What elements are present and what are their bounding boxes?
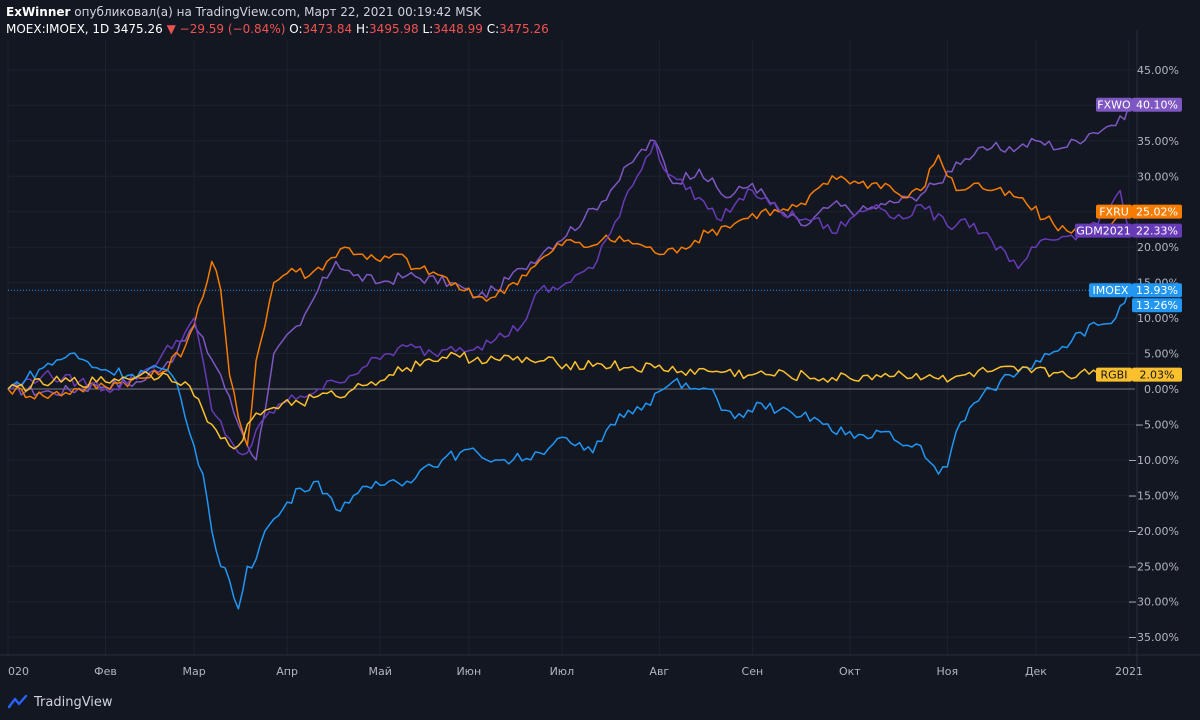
tradingview-brand: TradingView (8, 691, 113, 713)
y-tick-label: 45.00% (1137, 64, 1179, 77)
x-tick-label: Июл (550, 665, 575, 678)
x-tick-label: Окт (839, 665, 861, 678)
y-tick-label: −25.00% (1128, 560, 1179, 573)
x-tick-label: 020 (8, 665, 29, 678)
price-label-name: RGBI (1101, 369, 1128, 382)
close-label: C: (486, 22, 500, 36)
x-tick-label: Сен (742, 665, 764, 678)
change-value: −29.59 (−0.84%) (179, 22, 286, 36)
close-value: 3475.26 (499, 22, 549, 36)
open-label: O: (289, 22, 303, 36)
price-label-value-bg (1132, 223, 1182, 238)
y-tick-label: −20.00% (1128, 525, 1179, 538)
price-label-value-bg (1132, 283, 1182, 298)
low-value: 3448.99 (433, 22, 483, 36)
x-tick-label: Ноя (937, 665, 959, 678)
ohlc-line: MOEX:IMOEX, 1D 3475.26 ▼ −29.59 (−0.84%)… (6, 21, 549, 38)
price-label-value: 25.02% (1136, 206, 1178, 219)
series-line-fxwo[interactable] (7, 104, 1130, 461)
price-label-name: FXRU (1099, 206, 1129, 219)
price-value: 3475.26 (113, 22, 163, 36)
x-tick-label: Авг (649, 665, 669, 678)
open-value: 3473.84 (302, 22, 353, 36)
x-tick-label: 2021 (1115, 665, 1143, 678)
price-label-value: 13.26% (1136, 299, 1178, 312)
y-tick-label: 20.00% (1137, 241, 1179, 254)
chart-header: ExWinner опубликовал(а) на TradingView.c… (6, 4, 549, 38)
series-line-rgbi[interactable] (7, 351, 1130, 450)
price-label-value: 40.10% (1136, 99, 1178, 112)
price-label-name: GDM2021 (1076, 225, 1130, 238)
y-tick-label: −35.00% (1128, 631, 1179, 644)
price-label-name-bg (1075, 223, 1132, 238)
high-value: 3495.98 (369, 22, 419, 36)
y-tick-label: 10.00% (1137, 312, 1179, 325)
publish-line: ExWinner опубликовал(а) на TradingView.c… (6, 4, 549, 21)
y-tick-label: 30.00% (1137, 170, 1179, 183)
author-name[interactable]: ExWinner (6, 5, 71, 19)
price-label-value: 13.93% (1136, 284, 1178, 297)
price-label-name: FXWO (1097, 99, 1131, 112)
price-label-name-bg (1096, 204, 1132, 219)
price-label-name-bg (1096, 367, 1132, 382)
high-label: H: (355, 22, 370, 36)
published-text: опубликовал(а) на TradingView.com, Март … (74, 5, 482, 19)
price-label-name: IMOEX (1093, 284, 1129, 297)
x-tick-label: Фев (94, 665, 117, 678)
down-arrow-icon: ▼ (166, 22, 176, 36)
low-label: L: (422, 22, 434, 36)
y-tick-label: 0.00% (1144, 383, 1179, 396)
price-label-value: 22.33% (1136, 225, 1178, 238)
price-label-name-bg (1089, 283, 1132, 298)
y-tick-label: 35.00% (1137, 135, 1179, 148)
price-label-value-bg (1132, 298, 1182, 313)
symbol-label[interactable]: MOEX:IMOEX, 1D (6, 22, 110, 36)
series-line-gdm2021[interactable] (7, 140, 1130, 456)
x-tick-label: Апр (276, 665, 298, 678)
price-label-value: 2.03% (1140, 369, 1175, 382)
x-tick-label: Июн (456, 665, 481, 678)
tradingview-logo-icon (8, 695, 28, 709)
price-label-value-bg (1132, 97, 1182, 112)
y-tick-label: −30.00% (1128, 596, 1179, 609)
y-tick-label: −5.00% (1135, 418, 1179, 431)
price-label-value-bg (1132, 367, 1182, 382)
x-tick-label: Мар (182, 665, 205, 678)
series-line-fxru[interactable] (7, 154, 1130, 447)
price-label-value-bg (1132, 204, 1182, 219)
x-tick-label: Дек (1025, 665, 1047, 678)
price-label-name-bg (1096, 97, 1132, 112)
series-line-imoex[interactable] (7, 289, 1130, 610)
x-tick-label: Май (368, 665, 391, 678)
y-tick-label: −10.00% (1128, 454, 1179, 467)
brand-name: TradingView (34, 694, 113, 710)
y-tick-label: 5.00% (1144, 348, 1179, 361)
y-tick-label: −15.00% (1128, 489, 1179, 502)
